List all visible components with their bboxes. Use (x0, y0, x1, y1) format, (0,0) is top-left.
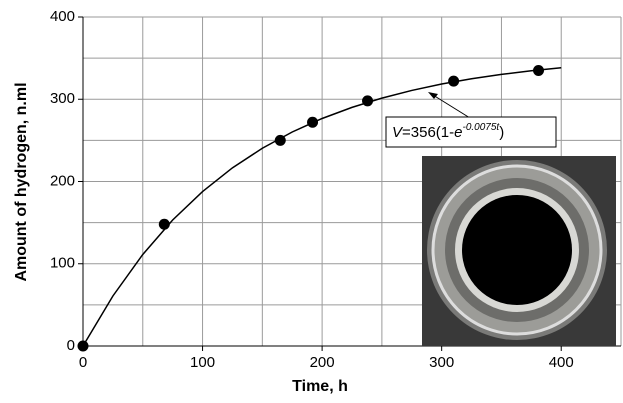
data-point (448, 75, 460, 87)
x-tick-label: 200 (310, 354, 335, 371)
annotation-var: V (392, 124, 404, 141)
plot (77, 64, 562, 352)
x-tick-label: 100 (190, 354, 215, 371)
arrow-head (428, 92, 438, 99)
annotation: V=356(1-e-0.0075t) (385, 92, 557, 148)
x-tick-label: 300 (429, 354, 454, 371)
x-tick-label: 400 (549, 354, 574, 371)
data-point (533, 64, 545, 76)
data-point (307, 116, 319, 128)
y-tick-label: 200 (50, 172, 75, 189)
annotation-right: ) (499, 124, 504, 141)
inset-photo (422, 156, 616, 346)
annotation-base: e (454, 124, 462, 141)
y-tick-label: 100 (50, 255, 75, 272)
data-point (274, 134, 286, 146)
x-tick-label: 0 (79, 354, 87, 371)
y-axis-title: Amount of hydrogen, n.ml (13, 82, 30, 281)
y-tick-label: 400 (50, 8, 75, 25)
x-axis-title: Time, h (292, 378, 348, 395)
y-tick-label: 300 (50, 90, 75, 107)
data-point (77, 340, 89, 352)
fit-curve (82, 67, 562, 347)
annotation-arrow (432, 94, 471, 119)
data-point (362, 95, 374, 107)
annotation-text: V=356(1-e-0.0075t) (392, 122, 504, 141)
annotation-exponent: -0.0075t (462, 122, 500, 133)
annotation-left: =356(1- (402, 124, 454, 141)
data-point (158, 218, 170, 230)
y-tick-label: 0 (67, 337, 75, 354)
annotation-box (385, 116, 557, 148)
